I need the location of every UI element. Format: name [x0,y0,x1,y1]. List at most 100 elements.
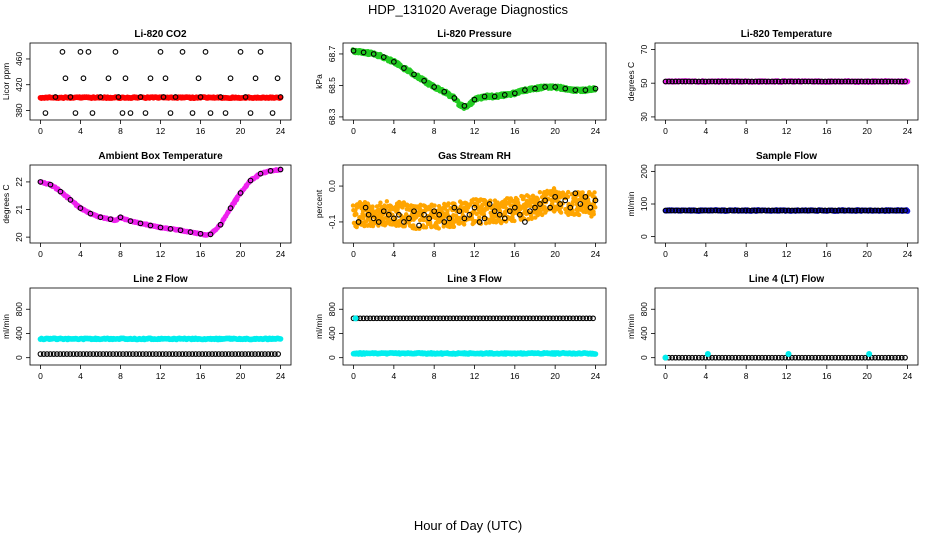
data-point [799,78,805,85]
data-point [553,315,560,322]
data-point [755,354,762,361]
data-point [59,49,66,55]
data-point [186,351,192,357]
data-point [77,351,83,357]
data-point [822,354,829,361]
data-point [675,78,682,85]
data-point [156,351,163,357]
data-point [403,315,410,322]
data-point [401,219,407,225]
x-tick-label: 12 [470,371,480,381]
data-point [792,207,799,214]
data-point [137,220,144,227]
data-point [365,211,372,218]
data-point [539,212,545,218]
x-tick-label: 20 [862,249,872,259]
data-point [136,351,143,357]
x-tick-label: 8 [118,126,123,136]
data-point [576,315,583,322]
data-point [712,78,719,85]
data-point [167,225,174,232]
data-point [556,315,563,322]
data-point [159,351,166,357]
data-point [413,315,420,322]
data-point [815,354,822,361]
data-point [252,351,258,357]
data-point [715,78,722,85]
data-point [268,351,275,357]
data-point [470,315,477,322]
panel-5: Gas Stream RH percent 0 4 8 12 16 20 24 -0.1 0.0 [314,151,607,259]
data-point [749,207,755,214]
data-point [819,354,825,361]
x-tick-label: 24 [276,126,286,136]
data-point [113,351,120,357]
data-point [591,211,596,217]
data-point [54,351,60,357]
data-point [675,354,682,361]
data-point [483,198,488,204]
plot-area [37,335,284,357]
data-point [576,212,582,218]
x-tick-label: 16 [510,249,520,259]
data-point [380,208,387,215]
data-point [423,225,429,230]
data-point [89,110,96,116]
y-tick-label: 400 [639,326,649,340]
data-point [835,207,842,214]
data-point [370,315,377,322]
data-point [719,78,725,85]
data-point [722,78,729,85]
data-point [393,315,400,322]
data-point [436,226,442,231]
y-axis-label: kPa [314,74,324,89]
data-point [858,207,865,214]
data-point [829,207,835,214]
panel-8: Line 3 Flow ml/min 0 4 8 12 16 20 24 0 400 800 [314,274,607,381]
data-point [360,49,367,56]
data-point [445,202,451,208]
data-point [530,315,537,322]
data-point [410,315,417,322]
data-point [471,204,478,211]
y-tick-label: 68.7 [327,45,337,62]
data-point [123,351,130,357]
data-point [487,315,493,322]
data-point [269,110,276,116]
data-point [685,354,692,361]
data-point [845,78,852,85]
panel-9: Line 4 (LT) Flow ml/min 0 4 8 12 16 20 24 0 400 800 [626,274,919,381]
data-point [202,49,209,55]
data-point [277,336,284,342]
panel-title: Gas Stream RH [438,151,511,162]
x-tick-label: 4 [703,249,708,259]
data-point [411,223,416,228]
data-point [672,354,679,361]
data-point [116,351,123,357]
x-tick-label: 12 [470,126,480,136]
data-point [799,207,805,214]
data-point [855,207,862,214]
data-point [742,207,749,214]
data-point [272,351,278,357]
x-tick-label: 8 [118,371,123,381]
data-point [712,354,719,361]
data-point [669,354,676,361]
data-point [570,315,576,322]
data-point [166,351,173,357]
panel-title: Line 2 Flow [133,274,188,285]
data-point [547,204,553,211]
data-point [685,207,692,214]
data-point [426,215,432,222]
data-point [795,78,802,85]
y-tick-label: 30 [639,112,649,122]
data-point [704,351,711,358]
data-point [888,207,895,214]
data-point [792,354,799,361]
data-point [373,315,380,322]
data-point [363,315,370,322]
x-tick-label: 4 [391,371,396,381]
data-point [566,315,573,322]
data-point [83,351,90,357]
data-point [222,110,229,116]
